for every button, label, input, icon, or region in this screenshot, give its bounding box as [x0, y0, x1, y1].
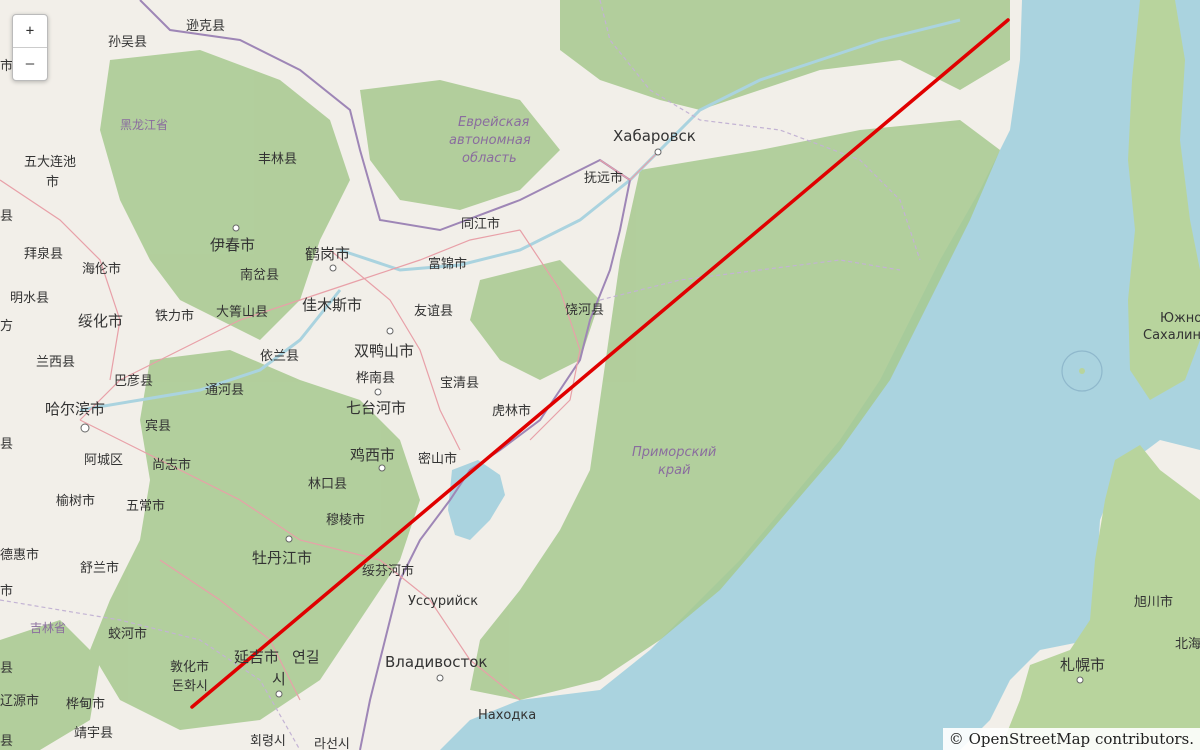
label-lanxi: 兰西县 [36, 355, 75, 370]
sea-of-japan [440, 0, 1200, 750]
label-yichun: 伊春市 [210, 236, 255, 254]
label-vladivostok: Владивосток [385, 653, 487, 671]
hokkaido-island [1000, 445, 1200, 750]
label-suihua: 绥化市 [78, 312, 123, 330]
label-jiaohe: 蛟河市 [108, 626, 147, 642]
label-shangzhi: 尚志市 [152, 457, 191, 473]
attribution-prefix: © [948, 730, 969, 748]
label-wuchang: 五常市 [126, 498, 165, 514]
label-heilongjiang: 黑龙江省 [120, 118, 168, 132]
zoom-in-button[interactable]: + [25, 23, 35, 39]
label-sapporo: 札幌市 [1060, 656, 1105, 674]
label-jilin-prov: 吉林省 [30, 621, 66, 635]
label-binxian: 宾县 [145, 418, 171, 434]
label-wudalianchi: 五大连池 [24, 154, 76, 170]
label-dunhua: 敦化市 [170, 659, 209, 675]
label-sakhalin-2: Сахалин [1143, 328, 1200, 343]
label-baiquan: 拜泉县 [24, 246, 63, 262]
roads [0, 149, 661, 701]
country-borders [139, 0, 632, 750]
label-donhwa: 돈화시 [172, 679, 208, 694]
label-mingshui: 明水县 [10, 291, 49, 306]
label-jiamusi: 佳木斯市 [302, 296, 362, 314]
label-fuyuan: 抚远市 [584, 170, 623, 186]
label-mudanjiang: 牡丹江市 [252, 549, 312, 567]
label-mishan: 密山市 [418, 451, 457, 467]
label-hailun: 海伦市 [82, 261, 121, 277]
label-hegang: 鹤岗市 [305, 245, 350, 263]
label-fujin: 富锦市 [428, 256, 467, 272]
label-linkou: 林口县 [308, 477, 347, 492]
label-jingyu: 靖宇县 [74, 726, 113, 741]
region-borders [0, 0, 921, 750]
label-bayan: 巴彦县 [114, 373, 153, 389]
label-primorsky-1: Приморский [632, 445, 716, 460]
label-hoeryong: 회령시 [250, 734, 286, 749]
label-jixi: 鸡西市 [350, 446, 395, 464]
route-line[interactable] [190, 18, 1010, 709]
label-primorsky-2: край [658, 463, 691, 478]
label-qitaihe: 七台河市 [346, 399, 406, 417]
label-si: 시 [272, 670, 286, 688]
label-nancha: 南岔县 [240, 267, 279, 283]
label-muleng: 穆棱市 [326, 512, 365, 528]
label-tieli: 铁力市 [155, 308, 194, 324]
label-raohe: 饶河县 [565, 303, 604, 318]
label-baoqing: 宝清县 [440, 376, 479, 391]
attribution: © OpenStreetMap contributors. [942, 728, 1200, 750]
label-xunke: 逊克县 [186, 19, 225, 34]
label-yilan: 依兰县 [260, 349, 299, 364]
label-edge-xian2: 县 [0, 437, 13, 452]
label-fenglin: 丰林县 [258, 152, 297, 167]
label-jao-1: Еврейская [458, 115, 530, 130]
label-edge-yuan: 辽源市 [0, 693, 39, 709]
label-nakhodka: Находка [478, 708, 536, 723]
label-huanan: 桦南县 [356, 370, 395, 386]
label-tongjiang: 同江市 [461, 216, 500, 232]
label-dehui: 德惠市 [0, 547, 39, 563]
city-markers [80, 148, 1084, 698]
label-shulan: 舒兰市 [80, 560, 119, 576]
label-acheng: 阿城区 [84, 453, 123, 468]
label-tonghe: 通河县 [205, 383, 244, 398]
label-suifenhe: 绥芬河市 [362, 563, 414, 579]
label-harbin: 哈尔滨市 [45, 400, 105, 418]
label-shuangyashan: 双鸭山市 [354, 342, 414, 360]
attribution-suffix: contributors. [1090, 730, 1194, 748]
label-yanji: 延吉市 [234, 648, 279, 666]
sakhalin-island [1128, 0, 1200, 400]
zoom-out-button[interactable]: – [13, 47, 47, 80]
moneron-island [1061, 350, 1103, 392]
label-rason: 라선시 [314, 737, 350, 750]
map-labels: 逊克县 孙吴县 黑龙江省 五大连池 市 丰林县 伊春市 鹤岗市 南岔县 大箐山县… [0, 19, 1200, 750]
label-wudalianchi-shi: 市 [46, 174, 59, 190]
label-edge-xian4: 县 [0, 661, 13, 676]
label-yeongil: 연길 [292, 648, 320, 666]
forest-areas [0, 0, 1010, 750]
label-hulin: 虎林市 [492, 403, 531, 419]
label-edge-shi: 市 [0, 58, 13, 74]
label-edge-xian5: 县 [0, 734, 13, 749]
label-huadian: 桦甸市 [66, 696, 105, 712]
label-jao-2: автономная [449, 133, 531, 148]
label-edge-fang: 方 [0, 318, 13, 334]
moneron-dot [1079, 368, 1085, 374]
osm-link[interactable]: OpenStreetMap [968, 730, 1091, 748]
zoom-control: + – [12, 14, 48, 81]
label-sakhalin-1: Южно [1160, 311, 1200, 326]
label-hokkai: 北海 [1175, 637, 1200, 652]
label-khabarovsk: Хабаровск [613, 127, 696, 145]
label-edge-shi2: 市 [0, 583, 13, 599]
label-ussuriysk: Уссурийск [408, 594, 478, 609]
label-dafeng: 大箐山县 [216, 305, 268, 320]
label-asahikawa: 旭川市 [1134, 594, 1173, 610]
label-edge-xian1: 县 [0, 209, 13, 224]
label-jao-3: область [462, 151, 517, 166]
label-youyi: 友谊县 [414, 303, 453, 319]
label-yushu: 榆树市 [56, 493, 95, 509]
label-sunwu: 孙吴县 [108, 35, 147, 50]
